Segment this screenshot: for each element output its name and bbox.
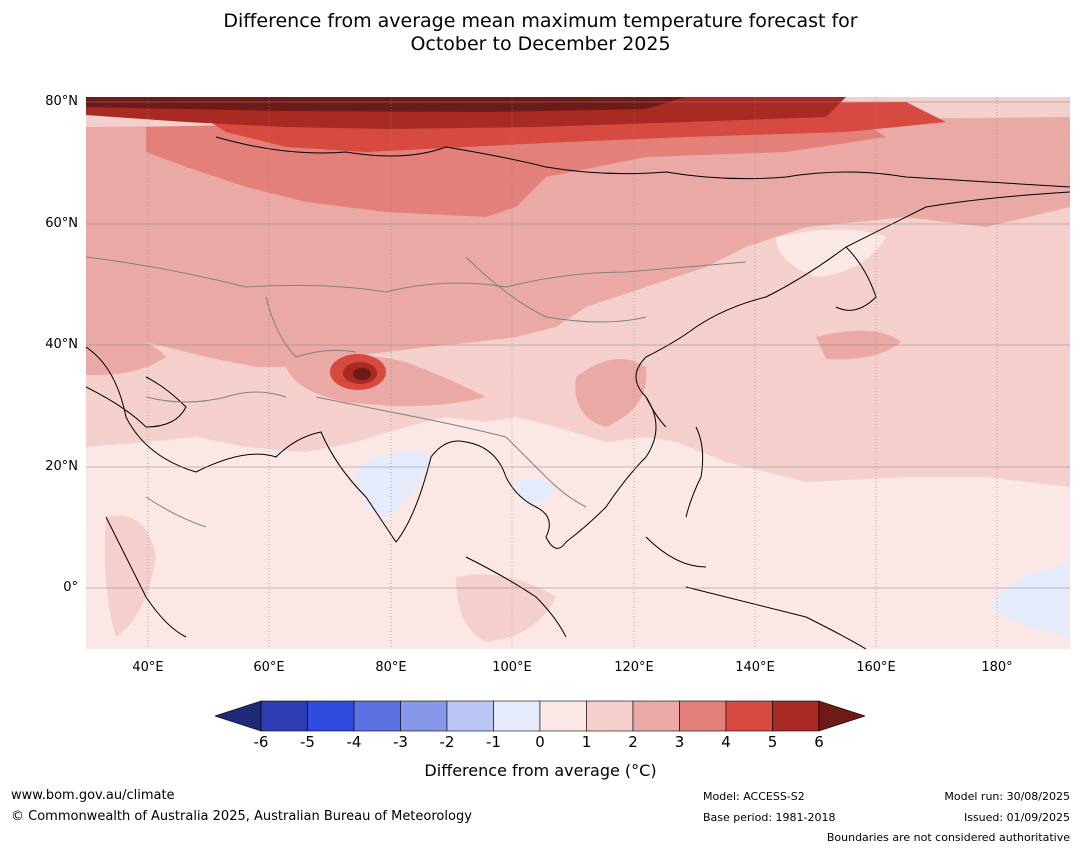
footer-disclaimer: Boundaries are not considered authoritat… (826, 831, 1070, 844)
colorbar-extend-low (215, 700, 262, 732)
colorbar-segment (353, 700, 401, 732)
lat-label-0: 0° (63, 580, 78, 595)
lon-label-180: 180° (981, 660, 1013, 675)
colorbar-tick-label: 4 (721, 733, 731, 751)
lon-label-40e: 40°E (132, 660, 164, 675)
footer-url: www.bom.gov.au/climate (11, 788, 175, 803)
colorbar-segment (586, 700, 634, 732)
colorbar-segment (307, 700, 355, 732)
lon-label-120e: 120°E (614, 660, 654, 675)
colorbar-tick-label: -3 (393, 733, 408, 751)
colorbar-tick-label: -2 (439, 733, 455, 751)
anomaly-region-above-6 (86, 97, 686, 112)
colorbar-tick-label: 3 (674, 733, 685, 751)
anomaly-cool-india (356, 451, 431, 517)
colorbar-tick-label: 5 (767, 733, 778, 751)
anomaly-light-kamchatka (776, 229, 886, 277)
lon-label-60e: 60°E (253, 660, 285, 675)
lon-label-100e: 100°E (492, 660, 532, 675)
colorbar-tick-label: 6 (814, 733, 824, 751)
colorbar-segment (446, 700, 494, 732)
temperature-anomaly-map (86, 97, 1070, 649)
title-line-1: Difference from average mean maximum tem… (223, 10, 858, 32)
colorbar-label: Difference from average (°C) (424, 761, 657, 780)
colorbar-tick-label: 1 (581, 733, 592, 751)
country-borders (86, 256, 747, 528)
anomaly-patch-indonesia (456, 574, 556, 642)
footer-copyright: © Commonwealth of Australia 2025, Austra… (11, 809, 472, 824)
anomaly-patch-middle-east (86, 336, 166, 376)
anomaly-cool-pacific (991, 562, 1070, 637)
colorbar-segment (400, 700, 448, 732)
colorbar-tick-label: 0 (535, 733, 545, 751)
anomaly-patch-africa (104, 515, 156, 637)
footer-base-period: Base period: 1981-2018 (703, 811, 836, 824)
colorbar-tick-label: -4 (346, 733, 362, 751)
lon-label-80e: 80°E (375, 660, 407, 675)
colorbar-segment (539, 700, 587, 732)
colorbar-extend-high (818, 700, 865, 732)
colorbar-segment (725, 700, 773, 732)
coastlines (86, 136, 1070, 649)
chart-title: Difference from average mean maximum tem… (0, 10, 1081, 56)
colorbar-tick-label: 2 (628, 733, 638, 751)
colorbar-segment (772, 700, 820, 732)
colorbar-segment (679, 700, 727, 732)
colorbar-tick-label: -6 (253, 733, 269, 751)
colorbar-segment (493, 700, 541, 732)
colorbar-tick-label: -1 (486, 733, 501, 751)
title-line-2: October to December 2025 (410, 33, 671, 55)
anomaly-hotspot-core (353, 368, 371, 380)
footer-model: Model: ACCESS-S2 (703, 790, 805, 803)
anomaly-patch-china (575, 359, 647, 427)
footer-model-run: Model run: 30/08/2025 (944, 790, 1070, 803)
colorbar-segment (260, 700, 308, 732)
lat-label-60n: 60°N (45, 216, 78, 231)
anomaly-cool-indochina (514, 478, 556, 505)
lat-label-20n: 20°N (45, 459, 78, 474)
colorbar-tick-label: -5 (300, 733, 315, 751)
colorbar-segment (632, 700, 680, 732)
gridlines (86, 97, 1070, 649)
lon-label-140e: 140°E (735, 660, 775, 675)
lat-label-40n: 40°N (45, 337, 78, 352)
lon-label-160e: 160°E (856, 660, 896, 675)
footer-issued: Issued: 01/09/2025 (963, 811, 1070, 824)
colorbar (215, 700, 865, 732)
lat-label-80n: 80°N (45, 94, 78, 109)
